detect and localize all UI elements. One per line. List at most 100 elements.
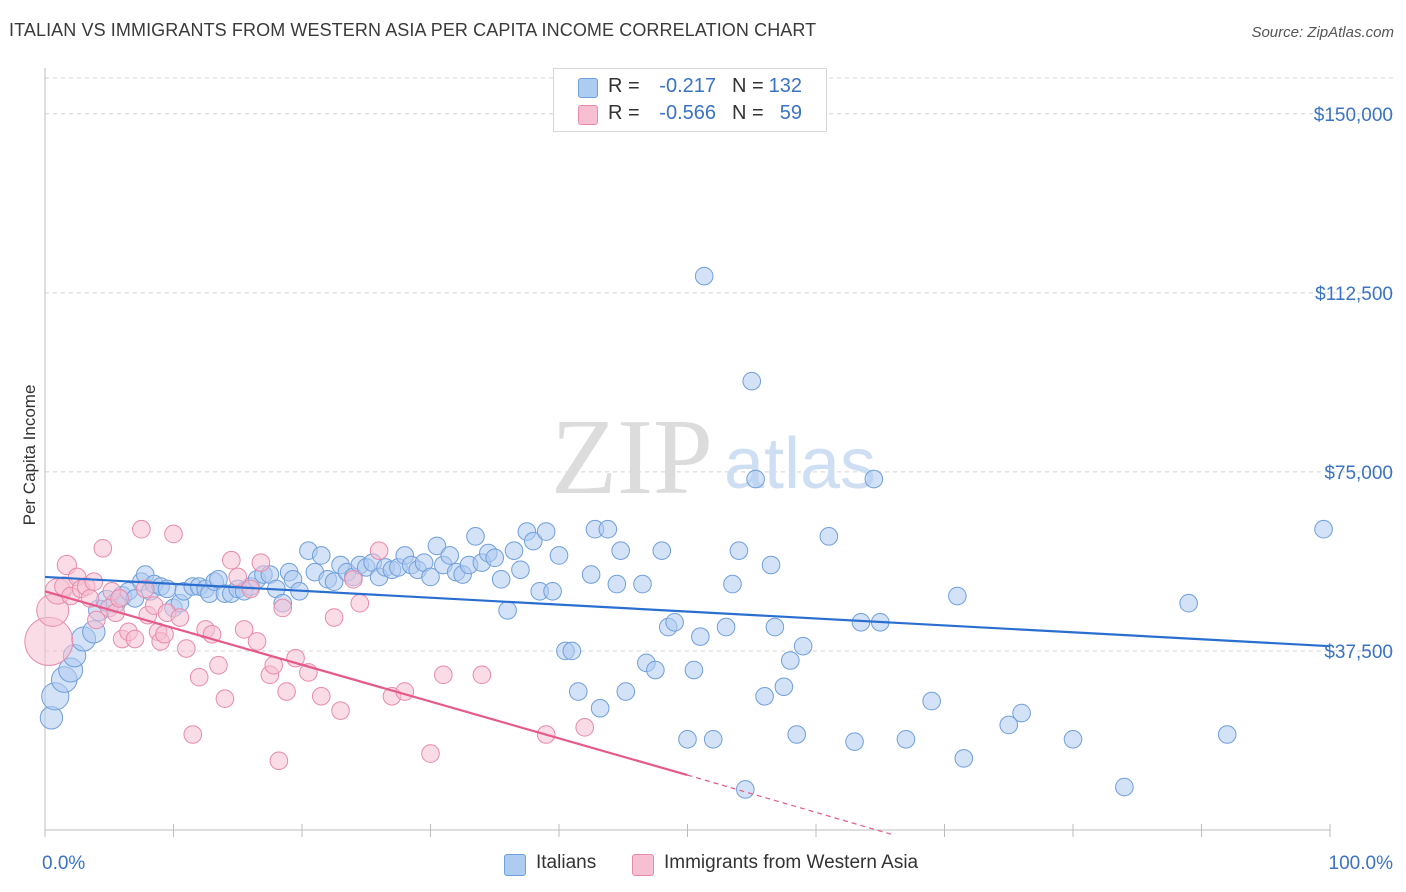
x-tick-label: 100.0% — [1329, 853, 1394, 874]
italians-point — [498, 601, 517, 620]
x-tick-labels: 0.0% 100.0% — [42, 853, 1393, 874]
italians-point — [421, 567, 440, 587]
italians-point — [774, 677, 794, 697]
italians-point — [633, 574, 652, 594]
italians-point — [1314, 519, 1333, 539]
italians-point — [736, 780, 755, 799]
italians-point — [781, 651, 800, 670]
immigrants-point — [135, 579, 155, 599]
italians-point — [598, 519, 618, 539]
immigrants-point — [177, 639, 196, 658]
italians-point — [1063, 729, 1083, 749]
italians-point — [324, 572, 344, 592]
italians-point — [755, 687, 774, 706]
watermark: ZIP atlas — [551, 398, 876, 517]
italians-point — [765, 617, 785, 637]
y-tick-label: $37,500 — [1324, 642, 1393, 663]
italians-point — [616, 682, 636, 701]
immigrants-point — [93, 538, 113, 558]
immigrants-legend-label: Immigrants from Western Asia — [664, 852, 919, 873]
italians-point — [491, 570, 511, 589]
italians-point — [562, 641, 582, 661]
italians-point — [652, 541, 672, 560]
immigrants-point — [110, 589, 129, 608]
italians-point — [1217, 725, 1237, 744]
immigrants-point — [350, 593, 370, 613]
immigrants-point — [125, 629, 145, 649]
immigrants-point — [183, 725, 203, 744]
italians-point — [691, 627, 710, 646]
immigrants-point — [331, 701, 350, 720]
italians-point — [954, 749, 974, 768]
immigrants-point — [132, 519, 151, 539]
chart-source: Source: ZipAtlas.com — [1251, 24, 1394, 41]
italians-point — [427, 536, 447, 556]
italians-point — [1012, 703, 1031, 723]
immigrants-legend-swatch — [632, 854, 654, 876]
italians-point — [1179, 593, 1198, 613]
immigrants-point — [222, 550, 241, 570]
immigrants-point — [251, 553, 271, 572]
italians-legend-swatch — [504, 854, 526, 876]
italians-point — [761, 555, 781, 575]
immigrants-point — [84, 572, 104, 592]
y-tick-label: $112,500 — [1315, 284, 1393, 305]
immigrants-point — [324, 608, 344, 627]
immigrants-point — [215, 689, 235, 708]
italians-point — [511, 560, 530, 580]
immigrants-point — [87, 610, 106, 630]
italians-point — [543, 581, 562, 601]
italians-point — [864, 469, 884, 489]
immigrants-point — [247, 632, 267, 651]
immigrants-point — [269, 751, 289, 771]
immigrants-point — [472, 665, 492, 685]
italians-point — [568, 682, 588, 701]
n-label: N = — [732, 75, 764, 97]
italians-point — [536, 522, 556, 541]
immigrants-trend-extension — [687, 774, 894, 836]
italians-point — [948, 586, 967, 606]
italians-point — [694, 266, 714, 286]
immigrants-point — [344, 570, 363, 589]
immigrants-swatch — [578, 105, 598, 125]
italians-point — [684, 660, 704, 680]
n-value: 59 — [779, 102, 802, 124]
italians-point — [793, 636, 813, 656]
watermark-atlas: atlas — [724, 424, 876, 504]
y-tick-label: $150,000 — [1314, 105, 1393, 126]
italians-point — [646, 660, 665, 680]
italians-point — [311, 546, 331, 565]
italians-point — [440, 546, 460, 565]
immigrants-point — [421, 744, 440, 763]
italians-point — [504, 541, 524, 560]
italians-point — [999, 715, 1019, 735]
italians-point — [524, 531, 543, 551]
italians-point — [723, 574, 742, 594]
italians-point — [746, 469, 765, 489]
stats-legend: R = -0.217 N = 132 R = -0.566 N = 59 — [553, 68, 827, 132]
italians-point — [607, 574, 627, 594]
italians-point — [665, 613, 684, 632]
immigrants-point — [369, 541, 389, 560]
italians-legend-label: Italians — [536, 852, 597, 873]
italians-point — [703, 729, 723, 749]
italians-point — [787, 725, 807, 744]
immigrants-point — [434, 665, 453, 685]
italians-point — [742, 371, 762, 391]
immigrants-point — [189, 667, 209, 687]
immigrants-point — [277, 682, 296, 701]
italians-point — [716, 617, 736, 637]
italians-point — [819, 527, 839, 546]
immigrants-point — [234, 620, 254, 639]
italians-point — [896, 729, 916, 749]
italians-point — [39, 706, 64, 730]
immigrants-trend-line — [44, 590, 688, 777]
italians-point — [549, 546, 569, 565]
n-value: 132 — [768, 75, 802, 97]
italians-point — [845, 732, 864, 751]
trend-lines — [44, 575, 1331, 836]
immigrants-point — [209, 655, 228, 675]
italians-swatch — [578, 78, 598, 98]
x-tick-label: 0.0% — [42, 853, 85, 874]
